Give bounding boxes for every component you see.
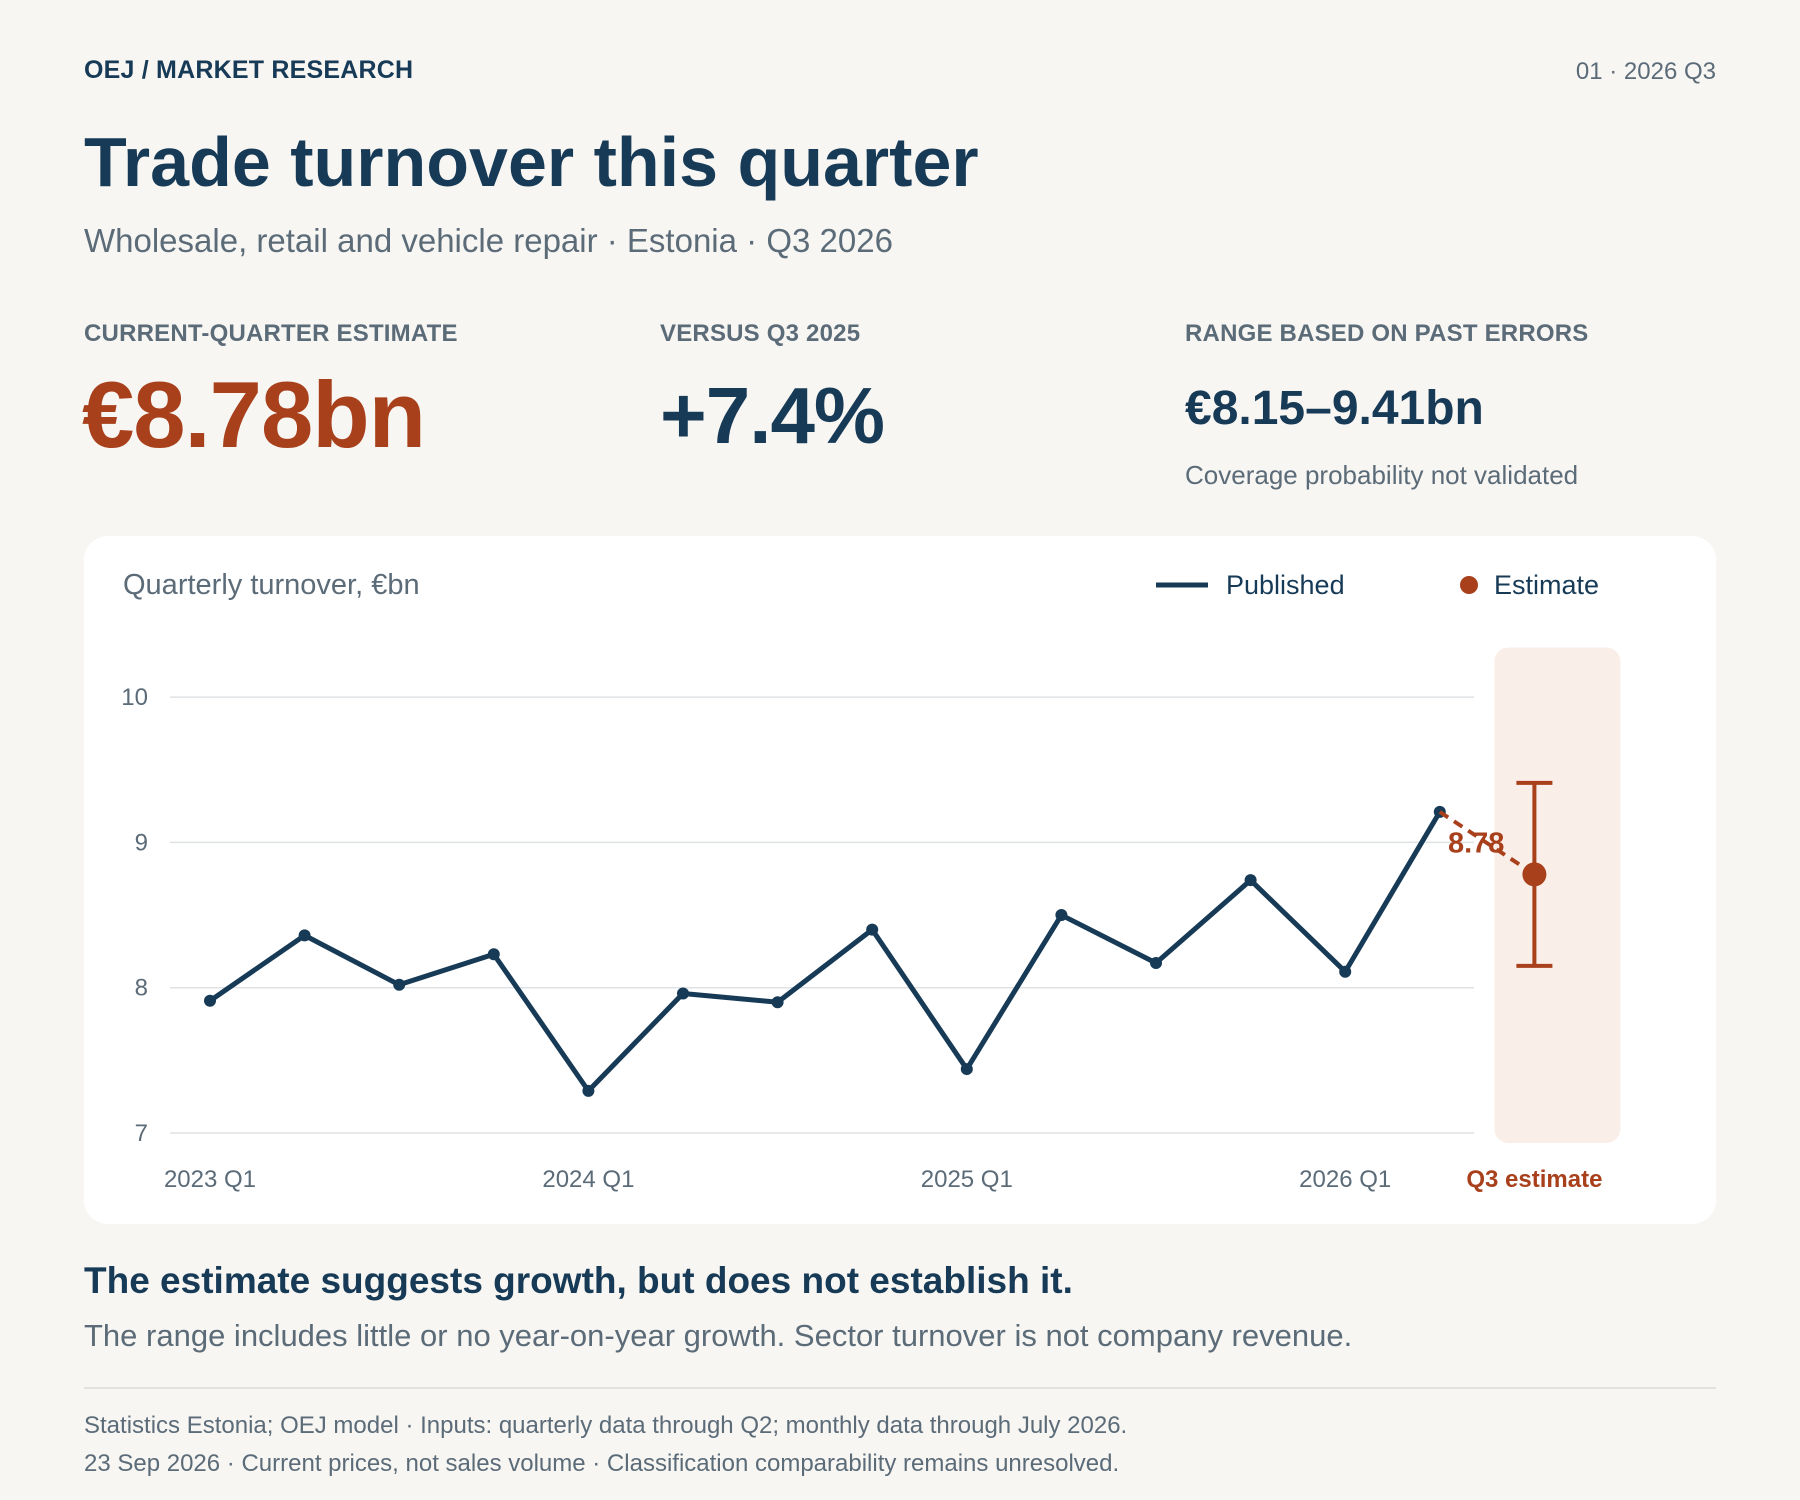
page-title: Trade turnover this quarter (84, 123, 979, 201)
range-note: Coverage probability not validated (1185, 460, 1579, 490)
published-line (207, 809, 1443, 1094)
chart-title: Quarterly turnover, €bn (123, 569, 420, 601)
estimate-label: CURRENT-QUARTER ESTIMATE (84, 320, 458, 347)
y-tick-label: 7 (135, 1120, 148, 1147)
published-point (204, 994, 216, 1007)
x-tick-label: 2023 Q1 (164, 1166, 256, 1193)
source-line: Statistics Estonia; OEJ model · Inputs: … (84, 1412, 1128, 1439)
published-point (866, 923, 879, 936)
change-label: VERSUS Q3 2025 (660, 320, 861, 347)
chart-card: 7 8 9 10 Quarterly turnover, €bn Published Est… (84, 536, 1716, 1224)
range-value: €8.15–9.41bn (1185, 382, 1484, 435)
range-label: RANGE BASED ON PAST ERRORS (1185, 320, 1589, 347)
x-tick-label: 2025 Q1 (921, 1166, 1013, 1193)
published-point (960, 1063, 973, 1076)
change-value: +7.4% (660, 371, 885, 460)
published-point (582, 1084, 595, 1097)
published-point (298, 929, 311, 942)
published-point (1055, 909, 1068, 922)
y-tick-label: 9 (135, 829, 148, 856)
x-tick-label: 2026 Q1 (1299, 1166, 1391, 1193)
page-subtitle: Wholesale, retail and vehicle repair · E… (84, 222, 893, 259)
published-point (393, 978, 406, 991)
published-point (677, 987, 689, 1000)
kicker: OEJ / MARKET RESEARCH (84, 56, 414, 84)
estimate-x-label: Q3 estimate (1466, 1166, 1602, 1193)
legend-published-label: Published (1226, 570, 1345, 600)
footer-divider (84, 1387, 1716, 1389)
estimate-value: €8.78bn (82, 362, 426, 467)
legend-estimate-swatch (1460, 576, 1478, 594)
estimate-point (1522, 862, 1547, 887)
turnover-chart: 7 8 9 10 Quarterly turnover, €bn Published Est… (121, 569, 1621, 1193)
published-point (487, 948, 500, 961)
takeaway-headline: The estimate suggests growth, but does n… (84, 1260, 1073, 1301)
published-point (1150, 956, 1162, 969)
legend-estimate-label: Estimate (1494, 570, 1599, 600)
estimate-value-label: 8.78 (1448, 827, 1504, 859)
y-tick-label: 8 (135, 975, 148, 1002)
published-point (1339, 965, 1352, 978)
estimate-band (1494, 647, 1621, 1143)
published-point (1244, 874, 1257, 887)
x-tick-label: 2024 Q1 (542, 1166, 634, 1193)
notes-line: 23 Sep 2026 · Current prices, not sales … (84, 1450, 1120, 1477)
y-tick-label: 10 (121, 684, 148, 711)
takeaway-detail: The range includes little or no year-on-… (84, 1318, 1353, 1353)
page-label: 01 · 2026 Q3 (1575, 58, 1716, 85)
estimate-connector (1438, 810, 1536, 877)
published-point (771, 996, 784, 1009)
